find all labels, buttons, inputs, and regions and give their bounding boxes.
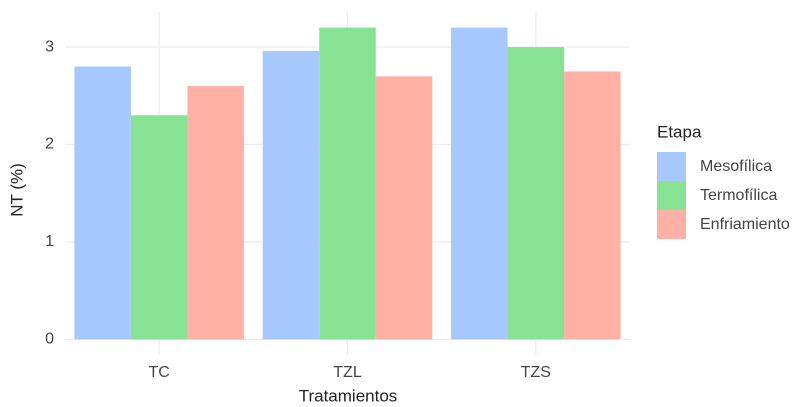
- legend-key: [657, 210, 686, 239]
- legend-label: Enfriamiento: [700, 216, 790, 233]
- y-tick-label: 0: [45, 331, 54, 348]
- x-tick-label: TC: [149, 364, 170, 381]
- bar: [262, 50, 320, 340]
- bar: [507, 47, 565, 340]
- bar: [74, 66, 131, 340]
- bar: [451, 27, 508, 340]
- legend-key: [657, 152, 686, 181]
- bar: [319, 27, 376, 340]
- x-tick-label: TZS: [521, 364, 551, 381]
- legend-key: [657, 181, 686, 210]
- legend-label: Termofílica: [700, 187, 777, 204]
- y-tick-label: 3: [45, 38, 54, 55]
- bar: [130, 115, 188, 340]
- y-tick-label: 1: [45, 233, 54, 250]
- bar: [187, 86, 244, 340]
- bar: [375, 76, 433, 340]
- x-axis-title: Tratamientos: [299, 386, 398, 405]
- y-axis-title: NT (%): [7, 163, 26, 217]
- legend-label: Mesofílica: [700, 158, 772, 175]
- legend-title: Etapa: [657, 122, 702, 141]
- x-tick-label: TZL: [333, 364, 362, 381]
- bar: [564, 71, 621, 340]
- y-tick-label: 2: [45, 136, 54, 153]
